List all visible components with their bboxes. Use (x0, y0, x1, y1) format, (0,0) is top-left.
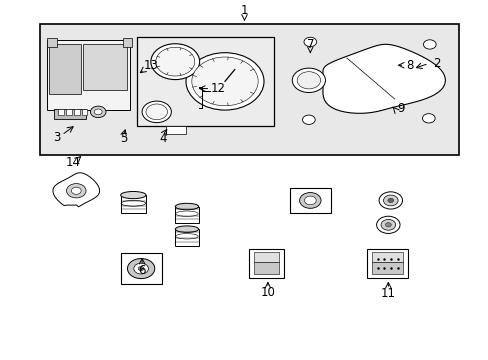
Text: 10: 10 (260, 287, 275, 300)
Polygon shape (47, 39, 57, 47)
Circle shape (304, 196, 316, 205)
Circle shape (422, 114, 434, 123)
Circle shape (376, 216, 399, 233)
Circle shape (191, 57, 258, 106)
Text: 12: 12 (210, 82, 224, 95)
Circle shape (90, 106, 106, 118)
Polygon shape (47, 40, 130, 110)
Circle shape (423, 40, 435, 49)
Polygon shape (137, 37, 273, 126)
Circle shape (304, 37, 316, 46)
Text: 14: 14 (65, 156, 80, 169)
Circle shape (292, 68, 325, 93)
Polygon shape (322, 44, 445, 113)
Circle shape (151, 44, 199, 80)
Ellipse shape (175, 226, 198, 232)
Text: 1: 1 (240, 4, 248, 17)
Polygon shape (54, 109, 86, 119)
Polygon shape (366, 249, 407, 278)
Polygon shape (53, 173, 100, 207)
Text: 3: 3 (53, 131, 61, 144)
Text: 6: 6 (138, 264, 145, 277)
Circle shape (142, 101, 171, 123)
Polygon shape (166, 126, 185, 134)
Circle shape (385, 223, 390, 227)
Polygon shape (58, 109, 64, 116)
Circle shape (380, 220, 395, 230)
Polygon shape (121, 195, 146, 213)
Polygon shape (248, 249, 284, 278)
Circle shape (127, 258, 155, 279)
Circle shape (94, 109, 102, 115)
Polygon shape (49, 44, 81, 94)
Circle shape (185, 53, 264, 110)
Polygon shape (253, 252, 279, 262)
Text: 11: 11 (380, 287, 395, 300)
Circle shape (302, 115, 315, 125)
Text: 2: 2 (432, 57, 440, 70)
Polygon shape (253, 262, 279, 274)
Polygon shape (40, 24, 458, 155)
Circle shape (299, 193, 321, 208)
Text: 9: 9 (396, 103, 404, 116)
Polygon shape (82, 44, 127, 90)
Polygon shape (74, 109, 80, 116)
Text: 8: 8 (406, 59, 413, 72)
Circle shape (71, 187, 81, 194)
Circle shape (146, 104, 167, 120)
Circle shape (66, 184, 86, 198)
Polygon shape (175, 229, 198, 246)
Polygon shape (289, 188, 330, 213)
Polygon shape (371, 252, 402, 262)
Polygon shape (66, 109, 72, 116)
Circle shape (134, 263, 148, 274)
Circle shape (297, 72, 320, 89)
Circle shape (378, 192, 402, 209)
Text: 7: 7 (306, 38, 313, 51)
Text: 13: 13 (143, 59, 158, 72)
Ellipse shape (175, 203, 198, 210)
Circle shape (156, 47, 194, 76)
Circle shape (138, 266, 144, 271)
Polygon shape (371, 262, 402, 274)
Circle shape (383, 195, 397, 206)
Polygon shape (175, 207, 198, 223)
Polygon shape (81, 109, 87, 116)
Text: 4: 4 (159, 132, 166, 145)
Polygon shape (122, 39, 132, 47)
Text: 5: 5 (120, 132, 127, 145)
Ellipse shape (121, 192, 146, 199)
Circle shape (387, 198, 393, 203)
Polygon shape (121, 253, 161, 284)
